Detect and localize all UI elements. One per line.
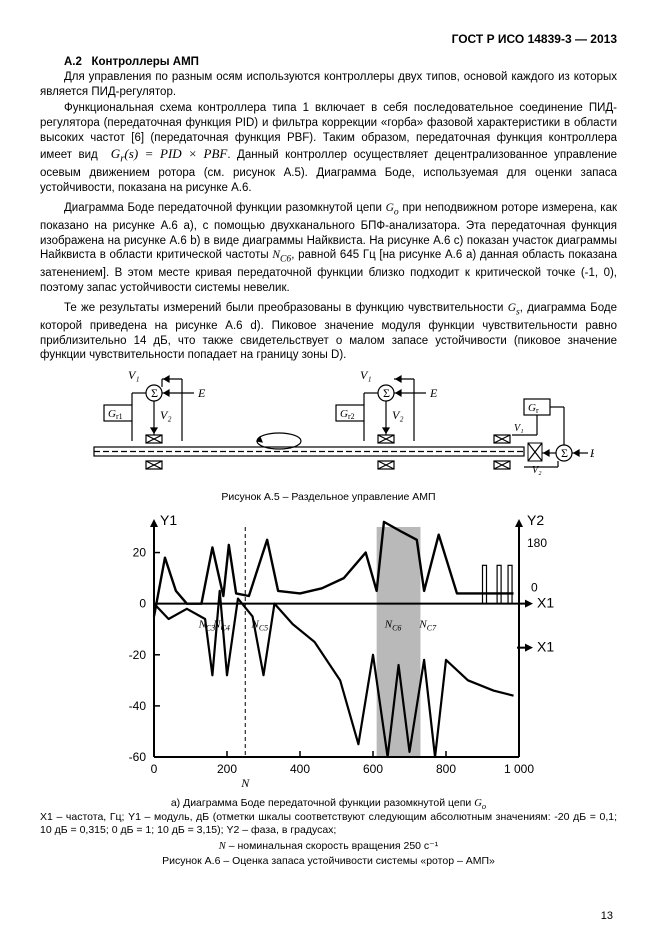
svg-text:-60: -60: [128, 750, 146, 764]
svg-text:NC4: NC4: [212, 619, 230, 633]
figure-a6-caption: Рисунок А.6 – Оценка запаса устойчивости…: [40, 855, 617, 867]
para-2: Функциональная схема контроллера типа 1 …: [40, 101, 617, 195]
page-number: 13: [601, 910, 613, 922]
doc-header: ГОСТ Р ИСО 14839-3 — 2013: [40, 32, 617, 46]
svg-text:N: N: [240, 776, 250, 790]
svg-text:200: 200: [216, 762, 236, 776]
svg-text:G: G: [528, 402, 536, 414]
svg-text:400: 400: [289, 762, 309, 776]
svg-text:20: 20: [132, 546, 146, 560]
svg-text:V₂: V₂: [160, 408, 172, 422]
svg-text:X1: X1: [537, 639, 554, 655]
svg-text:0: 0: [531, 581, 538, 595]
svg-text:E: E: [589, 446, 594, 460]
svg-text:E: E: [197, 386, 206, 400]
svg-text:G: G: [108, 408, 116, 420]
svg-text:Σ: Σ: [151, 386, 158, 400]
figure-a5-caption: Рисунок А.5 – Раздельное управление АМП: [40, 491, 617, 503]
svg-text:V₂: V₂: [392, 408, 404, 422]
svg-text:NC7: NC7: [418, 619, 437, 633]
svg-text:r1: r1: [116, 412, 123, 421]
figure-a6-note-x: X1 – частота, Гц; Y1 – модуль, дБ (отмет…: [40, 811, 617, 837]
svg-text:r: r: [536, 406, 539, 415]
svg-text:G: G: [340, 408, 348, 420]
svg-text:Σ: Σ: [383, 386, 390, 400]
svg-text:0: 0: [139, 597, 146, 611]
figure-a5-diagram: Σ V₂ V₁ Gr1 E Σ V₂ V₁ Gr2 E Gr: [64, 369, 594, 487]
svg-text:Y2: Y2: [527, 512, 544, 528]
svg-text:1 000: 1 000: [503, 762, 533, 776]
para-3: Диаграмма Боде передаточной функции разо…: [40, 201, 617, 295]
para-4: Те же результаты измерений были преобраз…: [40, 301, 617, 363]
svg-text:NC5: NC5: [250, 619, 268, 633]
svg-text:r2: r2: [348, 412, 355, 421]
svg-text:V₁: V₁: [514, 423, 524, 434]
svg-text:0: 0: [150, 762, 157, 776]
svg-text:-40: -40: [128, 699, 146, 713]
figure-a6-note-n: N – номинальная скорость вращения 250 с⁻…: [40, 840, 617, 853]
para-1: Для управления по разным осям используют…: [40, 70, 617, 99]
figure-a6a-chart: 200-20-40-60Y1X10X1Y218002004006008001 0…: [89, 509, 569, 795]
svg-text:Y1: Y1: [160, 512, 177, 528]
svg-text:X1: X1: [537, 595, 554, 611]
svg-text:-20: -20: [128, 648, 146, 662]
figure-a6a-sublabel: a) Диаграмма Боде передаточной функции р…: [40, 797, 617, 811]
svg-text:V₁: V₁: [128, 369, 140, 382]
svg-text:800: 800: [435, 762, 455, 776]
svg-text:V₁: V₁: [360, 369, 372, 382]
svg-text:E: E: [429, 386, 438, 400]
section-heading: А.2 Контроллеры АМП: [40, 56, 617, 68]
svg-text:600: 600: [362, 762, 382, 776]
svg-text:Σ: Σ: [561, 446, 568, 460]
svg-text:180: 180: [527, 536, 547, 550]
